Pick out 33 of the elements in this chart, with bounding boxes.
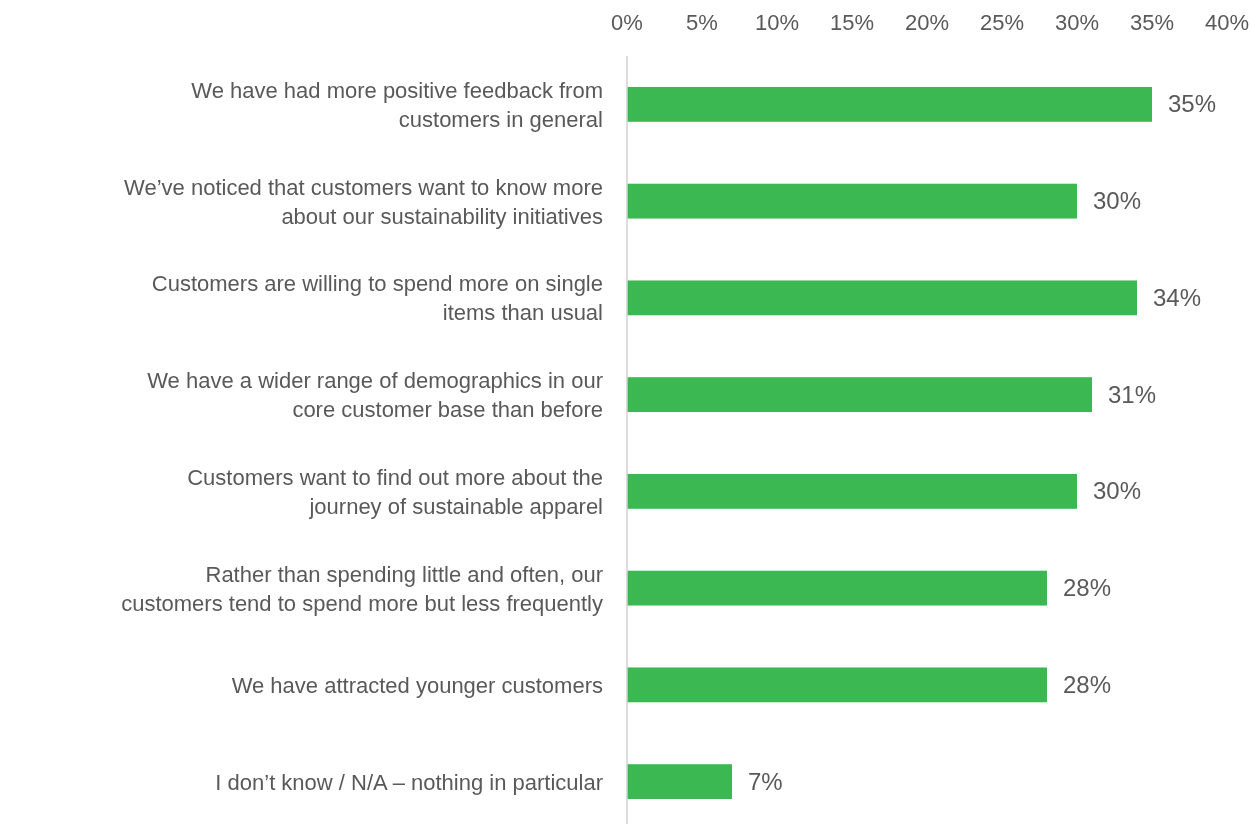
- x-tick-label: 40%: [1204, 10, 1250, 35]
- y-tick-label: We’ve noticed that customers want to know more about our sustainability initiatives: [124, 174, 603, 229]
- bar: [627, 667, 1047, 703]
- bar: [627, 764, 732, 800]
- x-tick-label: 10%: [754, 10, 800, 35]
- bar: [627, 473, 1077, 509]
- data-label: 31%: [1108, 380, 1157, 408]
- y-tick-label: Rather than spending little and often, our customers tend to spend more but less frequently: [121, 561, 603, 616]
- x-tick-label: 25%: [979, 10, 1025, 35]
- bar: [627, 570, 1047, 606]
- y-tick-label: Customers want to find out more about the journey of sustainable apparel: [187, 464, 603, 519]
- y-tick-label: We have had more positive feedback from customers in general: [191, 77, 603, 132]
- data-label: 30%: [1093, 477, 1142, 505]
- y-tick-label: I don’t know / N/A – nothing in particular: [215, 769, 603, 795]
- y-tick-label: We have attracted younger customers: [231, 672, 603, 698]
- x-tick-label: 15%: [829, 10, 875, 35]
- x-tick-label: 5%: [686, 10, 718, 35]
- x-tick-label: 30%: [1054, 10, 1100, 35]
- data-label: 35%: [1168, 90, 1217, 118]
- x-tick-label: 20%: [904, 10, 950, 35]
- data-label: 7%: [748, 767, 783, 795]
- data-label: 34%: [1153, 283, 1202, 311]
- y-tick-label: Customers are willing to spend more on single items than usual: [151, 271, 603, 326]
- x-tick-label: 35%: [1129, 10, 1175, 35]
- data-label: 30%: [1093, 187, 1142, 215]
- bar: [627, 377, 1092, 413]
- x-tick-label: 0%: [611, 10, 643, 35]
- y-tick-label: We have a wider range of demographics in our core customer base than before: [147, 368, 603, 423]
- data-label: 28%: [1063, 670, 1112, 698]
- bar: [627, 86, 1152, 122]
- data-label: 28%: [1063, 574, 1112, 602]
- bar: [627, 183, 1077, 219]
- bar: [627, 280, 1137, 316]
